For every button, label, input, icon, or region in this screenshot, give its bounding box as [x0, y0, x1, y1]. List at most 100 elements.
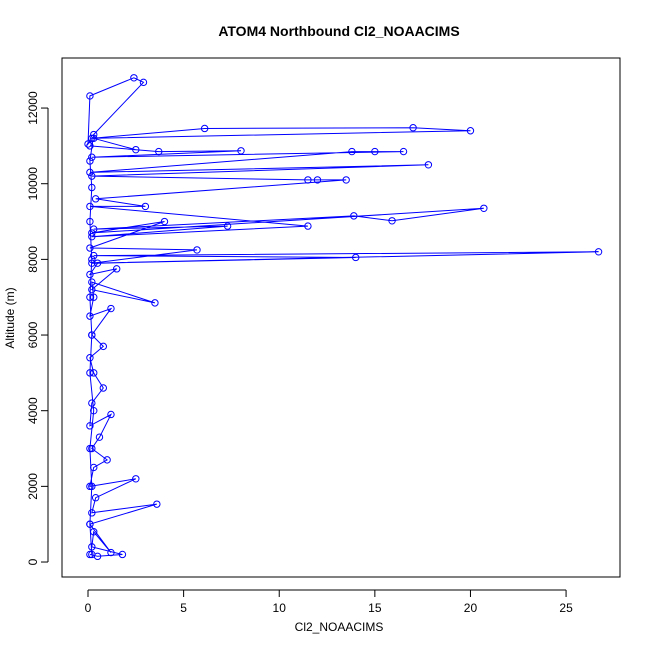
data-point: [90, 369, 98, 377]
y-tick-label: 10000: [26, 167, 40, 201]
data-point: [132, 145, 140, 154]
data-point: [86, 168, 94, 177]
data-point: [88, 172, 96, 180]
data-line: [87, 77, 599, 557]
x-axis-label: Cl2_NOAACIMS: [295, 620, 384, 634]
data-point: [107, 410, 115, 419]
x-tick-label: 25: [559, 601, 573, 615]
data-point: [88, 134, 96, 143]
data-point: [86, 142, 94, 150]
data-point: [141, 202, 150, 211]
data-point: [88, 331, 96, 339]
data-point: [95, 433, 104, 441]
data-point: [90, 225, 98, 233]
data-point: [86, 550, 94, 559]
data-point: [348, 147, 356, 156]
data-point: [88, 255, 96, 264]
data-point: [304, 222, 312, 230]
data-point: [84, 140, 92, 148]
data-point: [313, 176, 322, 184]
plot-frame: [61, 57, 621, 578]
data-point: [304, 176, 312, 184]
data-point: [90, 528, 98, 536]
data-point: [88, 229, 96, 237]
data-point: [88, 285, 96, 294]
data-point: [88, 259, 96, 267]
data-point: [86, 422, 94, 430]
data-point: [90, 293, 98, 301]
data-point: [118, 550, 127, 559]
y-tick-label: 8000: [26, 246, 40, 273]
data-point: [88, 399, 96, 407]
data-point: [99, 384, 108, 392]
data-point: [86, 369, 94, 377]
data-point: [132, 475, 140, 483]
data-point: [139, 78, 148, 87]
x-tick-label: 10: [273, 601, 287, 615]
data-point: [237, 147, 245, 155]
y-tick-label: 12000: [26, 91, 40, 125]
x-tick-label: 0: [85, 601, 92, 615]
data-point: [342, 176, 350, 184]
data-point: [86, 157, 94, 165]
data-point: [99, 342, 108, 351]
data-point: [86, 270, 94, 279]
data-point: [88, 444, 96, 453]
data-point: [107, 304, 115, 313]
data-point: [86, 244, 94, 252]
data-point: [86, 217, 94, 226]
data-point: [200, 124, 209, 133]
data-point: [399, 147, 408, 156]
data-point: [88, 153, 96, 161]
chart-title: ATOM4 Northbound Cl2_NOAACIMS: [218, 23, 459, 39]
data-point: [90, 251, 98, 260]
data-point: [352, 253, 360, 262]
y-tick-label: 0: [26, 558, 40, 565]
x-tick-label: 15: [368, 601, 382, 615]
data-point: [223, 222, 232, 230]
y-tick-label: 2000: [26, 473, 40, 500]
data-point: [93, 259, 102, 267]
data-point: [424, 161, 433, 169]
y-tick-label: 4000: [26, 397, 40, 424]
data-point: [594, 248, 603, 256]
data-point: [88, 232, 96, 241]
data-point: [88, 543, 96, 551]
data-point: [91, 195, 100, 203]
data-point: [350, 212, 358, 220]
data-point: [88, 482, 96, 491]
data-point: [155, 147, 163, 156]
y-tick-label: 6000: [26, 321, 40, 348]
data-point: [86, 482, 94, 491]
data-point: [193, 246, 201, 254]
x-tick-label: 5: [180, 601, 187, 615]
data-point: [130, 74, 138, 82]
data-point: [86, 312, 94, 320]
data-point: [151, 299, 159, 307]
data-point: [90, 406, 98, 415]
data-point: [107, 548, 115, 557]
data-point: [86, 202, 94, 211]
data-point: [388, 217, 396, 225]
data-point: [90, 130, 98, 139]
data-point: [90, 463, 98, 472]
data-point: [160, 217, 169, 226]
data-point: [86, 444, 94, 453]
data-point: [86, 354, 94, 362]
data-point: [480, 204, 488, 213]
data-point: [409, 124, 417, 132]
data-point: [153, 500, 161, 508]
data-point: [86, 293, 94, 301]
data-point: [86, 92, 94, 100]
data-point: [103, 456, 111, 464]
x-tick-label: 20: [464, 601, 478, 615]
data-point: [88, 509, 96, 517]
data-point: [88, 183, 96, 192]
y-axis-label: Altitude (m): [3, 287, 17, 348]
data-point: [371, 147, 379, 156]
data-point: [86, 520, 94, 528]
data-point: [88, 278, 96, 286]
data-point: [90, 134, 98, 143]
